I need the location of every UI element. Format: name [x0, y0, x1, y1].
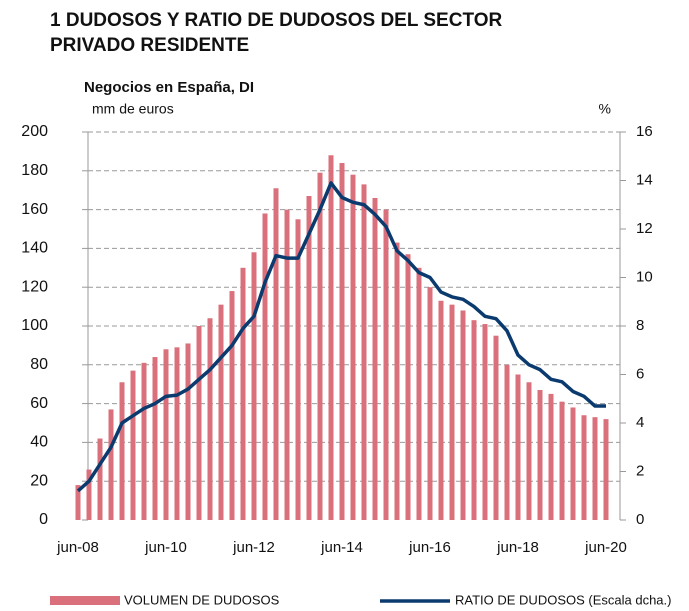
y-tick-label: 200	[21, 123, 48, 140]
y2-tick-label: 16	[636, 123, 653, 140]
y-tick-label: 160	[21, 201, 48, 218]
bar	[207, 318, 213, 520]
legend-swatch	[50, 596, 120, 605]
bar	[119, 382, 125, 520]
bar	[361, 184, 367, 520]
legend-label: VOLUMEN DE DUDOSOS	[124, 592, 280, 607]
bar	[548, 393, 554, 520]
bar	[339, 163, 345, 521]
bar	[163, 349, 169, 520]
y-tick-label: 180	[21, 162, 48, 179]
bar	[482, 324, 488, 520]
bar	[229, 291, 235, 520]
bar	[372, 197, 378, 520]
bar	[504, 364, 510, 520]
chart-title: PRIVADO RESIDENTE	[50, 35, 249, 56]
bar	[581, 415, 587, 520]
y-tick-label: 40	[30, 434, 48, 451]
x-tick-label: jun-18	[496, 539, 539, 556]
bar	[537, 390, 543, 520]
subtitle: Negocios en España, DI	[84, 79, 254, 96]
y-tick-label: 120	[21, 278, 48, 295]
x-tick-label: jun-20	[584, 539, 627, 556]
y2-tick-label: 10	[636, 268, 653, 285]
y2-tick-label: 2	[636, 462, 644, 479]
chart-title: 1 DUDOSOS Y RATIO DE DUDOSOS DEL SECTOR	[50, 10, 502, 31]
bar	[603, 419, 609, 520]
bar	[515, 374, 521, 520]
bar	[427, 287, 433, 520]
bar	[185, 343, 191, 520]
line	[76, 181, 606, 493]
y2-tick-label: 6	[636, 365, 644, 382]
bar	[471, 320, 477, 520]
y-tick-label: 100	[21, 317, 48, 334]
bar	[130, 370, 136, 520]
y-tick-label: 0	[39, 511, 48, 528]
bar	[86, 469, 92, 520]
bar	[570, 407, 576, 520]
bar	[394, 242, 400, 520]
y2-tick-label: 14	[636, 171, 653, 188]
bar	[240, 267, 246, 520]
bar	[493, 335, 499, 520]
bar	[141, 362, 147, 520]
bar	[108, 409, 114, 520]
bar	[196, 326, 202, 520]
y-axis-label: mm de euros	[92, 101, 174, 117]
bar	[174, 347, 180, 520]
bar	[97, 438, 103, 520]
bar	[306, 196, 312, 520]
bar	[262, 213, 268, 521]
bar	[526, 382, 532, 520]
bar	[460, 310, 466, 520]
y2-tick-label: 8	[636, 317, 644, 334]
bar	[449, 304, 455, 520]
legend-label: RATIO DE DUDOSOS (Escala dcha.)	[455, 592, 671, 607]
bar	[284, 209, 290, 520]
y-tick-label: 140	[21, 240, 48, 257]
bar	[405, 254, 411, 520]
y2-tick-label: 0	[636, 511, 644, 528]
x-tick-label: jun-14	[320, 539, 363, 556]
bar	[350, 174, 356, 520]
bar	[251, 252, 257, 520]
y2-tick-label: 4	[636, 414, 644, 431]
bar	[218, 304, 224, 520]
x-tick-label: jun-10	[144, 539, 187, 556]
x-tick-label: jun-08	[56, 539, 99, 556]
bar	[438, 300, 444, 520]
bar	[328, 155, 334, 520]
y-tick-label: 60	[30, 395, 48, 412]
bar	[416, 267, 422, 520]
bar	[75, 485, 81, 520]
bar	[295, 219, 301, 521]
y-tick-label: 80	[30, 356, 48, 373]
x-tick-label: jun-16	[408, 539, 451, 556]
bar	[592, 417, 598, 520]
bar	[383, 209, 389, 520]
bar	[317, 172, 323, 521]
bar	[559, 401, 565, 520]
bar	[152, 357, 158, 520]
y-tick-label: 20	[30, 472, 48, 489]
y2-axis-label: %	[599, 101, 611, 117]
bar	[273, 188, 279, 520]
x-tick-label: jun-12	[232, 539, 275, 556]
y2-tick-label: 12	[636, 220, 653, 237]
